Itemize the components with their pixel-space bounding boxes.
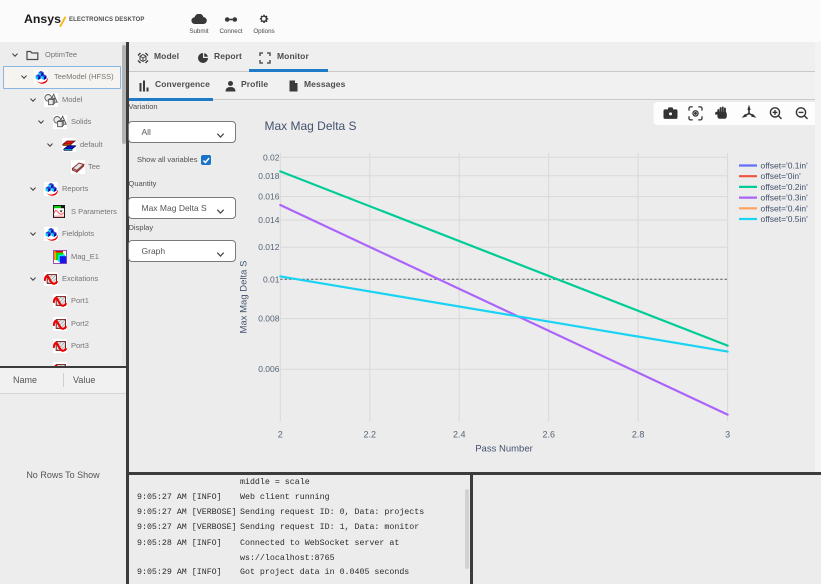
svg-text:0.012: 0.012 [258, 242, 280, 252]
svg-text:Max Mag Delta S: Max Mag Delta S [239, 261, 250, 334]
svg-text:0.016: 0.016 [258, 192, 280, 202]
svg-text:0.014: 0.014 [258, 215, 280, 225]
svg-text:2.6: 2.6 [542, 430, 555, 440]
svg-text:2: 2 [278, 430, 283, 440]
svg-text:Pass Number: Pass Number [475, 444, 533, 455]
svg-text:Max Mag Delta S: Max Mag Delta S [265, 119, 357, 133]
svg-text:3: 3 [725, 430, 730, 440]
svg-text:0.02: 0.02 [263, 152, 280, 162]
svg-text:0.008: 0.008 [258, 314, 280, 324]
svg-text:offset='0.5in': offset='0.5in' [761, 214, 809, 224]
svg-text:0.01: 0.01 [263, 274, 280, 284]
svg-text:offset='0.4in': offset='0.4in' [761, 203, 809, 213]
svg-text:0.018: 0.018 [258, 171, 280, 181]
svg-text:2.2: 2.2 [364, 430, 377, 440]
svg-text:offset='0.2in': offset='0.2in' [761, 182, 809, 192]
svg-text:0.006: 0.006 [258, 364, 280, 374]
svg-text:offset='0.3in': offset='0.3in' [761, 193, 809, 203]
svg-text:offset='0.1in': offset='0.1in' [761, 161, 809, 171]
svg-text:2.8: 2.8 [632, 430, 645, 440]
svg-text:offset='0in': offset='0in' [761, 171, 802, 181]
svg-text:2.4: 2.4 [453, 430, 466, 440]
